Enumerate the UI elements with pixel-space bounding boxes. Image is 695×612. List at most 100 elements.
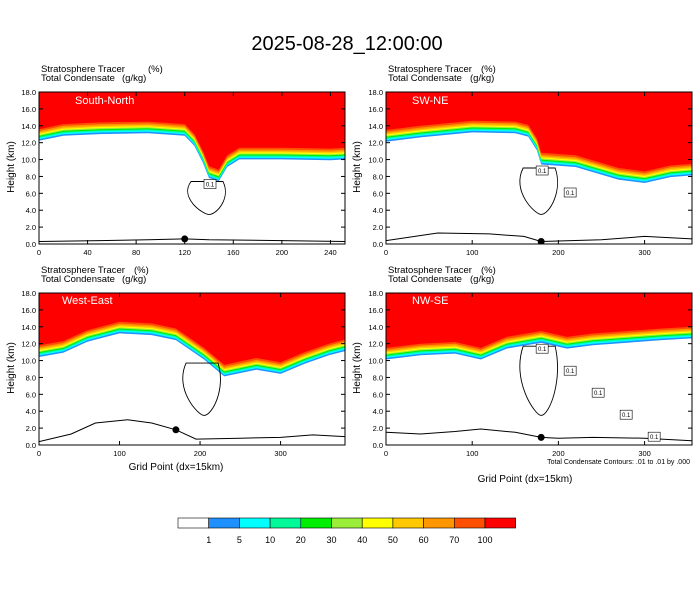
colorbar-label: 70: [449, 535, 459, 545]
y-tick-label: 12.0: [21, 340, 36, 349]
x-tick-label: 300: [274, 449, 287, 458]
colorbar-label: 60: [419, 535, 429, 545]
plot-frame: [385, 292, 693, 446]
colorbar-label: 20: [296, 535, 306, 545]
colorbar-swatch: [484, 517, 517, 529]
location-marker: [537, 237, 545, 244]
colorbar-label: 30: [326, 535, 336, 545]
colorbar-label: 40: [357, 535, 367, 545]
plot-frame: [38, 292, 346, 446]
colorbar-label: 10: [265, 535, 275, 545]
x-tick-label: 120: [178, 248, 191, 257]
y-tick-label: 10.0: [21, 357, 36, 366]
y-tick-label: 0.0: [373, 240, 383, 249]
colorbar-label: 50: [388, 535, 398, 545]
panel-sw-ne: Stratosphere Tracer (%) Total Condensate…: [352, 64, 693, 257]
y-tick-label: 16.0: [21, 306, 36, 315]
panel-unit2-label: (g/kg): [122, 73, 146, 84]
y-tick-label: 18.0: [368, 289, 383, 298]
panel-nw-se: Stratosphere Tracer (%) Total Condensate…: [352, 265, 693, 458]
contour-label-box: [535, 165, 549, 176]
contour-label-box: [563, 365, 577, 376]
y-tick-label: 8.0: [26, 172, 36, 181]
contour-label-box: [563, 187, 577, 198]
y-tick-label: 6.0: [26, 189, 36, 198]
condensate-contour: [519, 167, 558, 215]
panel-unit2-label: (g/kg): [470, 73, 494, 84]
x-axis-label-right: Grid Point (dx=15km): [478, 474, 573, 485]
contour-label: 0.1: [206, 183, 215, 189]
y-tick-label: 16.0: [368, 105, 383, 114]
colorbar: 1 5 10 20 30 40 50 60 70 100: [177, 517, 517, 545]
y-tick-label: 12.0: [368, 139, 383, 148]
colorbar-swatch: [269, 517, 302, 529]
colorbar-swatch: [331, 517, 363, 529]
condensate-contour: [182, 362, 221, 416]
x-tick-label: 0: [384, 248, 388, 257]
x-tick-label: 200: [552, 449, 565, 458]
x-tick-label: 200: [552, 248, 565, 257]
y-tick-label: 18.0: [21, 289, 36, 298]
tracer-band-0: [386, 92, 692, 172]
panel-var1-label: Stratosphere Tracer: [388, 265, 472, 276]
contour-label-box: [647, 431, 661, 442]
x-tick-label: 0: [384, 449, 388, 458]
y-axis-label: Height (km): [6, 141, 17, 193]
y-tick-label: 14.0: [21, 323, 36, 332]
y-tick-label: 4.0: [26, 206, 36, 215]
y-axis-label: Height (km): [352, 141, 363, 193]
contour-label-box: [619, 409, 633, 420]
tracer-band-0: [386, 293, 692, 348]
plot-area: 0.1 0.1 0.1 0.1 0.1 0.0 2.0 4.0 6.0 8.0 10.0 12.0 14…: [368, 289, 693, 458]
plot-area: 0.0 2.0 4.0 6.0 8.0 10.0 12.0 14.0 16.0 18.0 0 100 2…: [21, 289, 346, 458]
y-tick-label: 12.0: [368, 340, 383, 349]
x-tick-label: 0: [37, 449, 41, 458]
panel-region-label: West-East: [62, 295, 113, 307]
terrain-line: [386, 232, 692, 243]
location-marker: [537, 433, 545, 441]
colorbar-label: 100: [477, 535, 492, 545]
y-tick-label: 0.0: [373, 441, 383, 450]
panel-var2-label: Total Condensate: [41, 73, 115, 84]
condensate-contour: [187, 181, 226, 215]
y-tick-label: 2.0: [373, 223, 383, 232]
terrain-line: [386, 428, 692, 442]
panel-unit1-label: (%): [481, 64, 496, 75]
panel-region-label: NW-SE: [412, 295, 448, 307]
y-tick-label: 6.0: [26, 390, 36, 399]
y-tick-label: 8.0: [26, 373, 36, 382]
contour-label-box: [591, 387, 605, 398]
x-tick-label: 240: [324, 248, 337, 257]
panel-var1-label: Stratosphere Tracer: [388, 64, 472, 75]
y-tick-label: 6.0: [373, 390, 383, 399]
x-tick-label: 200: [276, 248, 289, 257]
tracer-field: 0.1 0.1 0.1 0.1 0.1: [386, 293, 692, 442]
plot-area: 0.1 0.1 0.0 2.0 4.0 6.0 8.0 10.0 12.0 14.0 16.0 18.…: [368, 88, 693, 257]
panel-var2-label: Total Condensate: [41, 274, 115, 285]
panel-unit1-label: (%): [134, 265, 149, 276]
x-tick-label: 200: [194, 449, 207, 458]
tracer-band-0: [39, 293, 345, 365]
y-tick-label: 2.0: [26, 223, 36, 232]
y-tick-label: 0.0: [26, 240, 36, 249]
colorbar-swatch: [208, 517, 240, 529]
location-marker: [181, 235, 189, 243]
contour-label: 0.1: [538, 169, 547, 175]
y-tick-label: 6.0: [373, 189, 383, 198]
y-tick-label: 2.0: [373, 424, 383, 433]
x-tick-label: 80: [132, 248, 140, 257]
panel-var1-label: Stratosphere Tracer: [41, 64, 125, 75]
contour-label-box: [535, 343, 549, 354]
colorbar-label: 1: [206, 535, 211, 545]
y-tick-label: 10.0: [368, 156, 383, 165]
x-tick-label: 0: [37, 248, 41, 257]
tracer-field: 0.1 0.1: [386, 92, 692, 244]
contour-label: 0.1: [566, 369, 575, 375]
panel-unit1-label: (%): [481, 265, 496, 276]
colorbar-swatch: [239, 517, 271, 529]
panel-region-label: SW-NE: [412, 95, 448, 107]
y-tick-label: 0.0: [26, 441, 36, 450]
x-axis-label-left: Grid Point (dx=15km): [129, 462, 224, 473]
colorbar-swatch: [423, 517, 455, 529]
